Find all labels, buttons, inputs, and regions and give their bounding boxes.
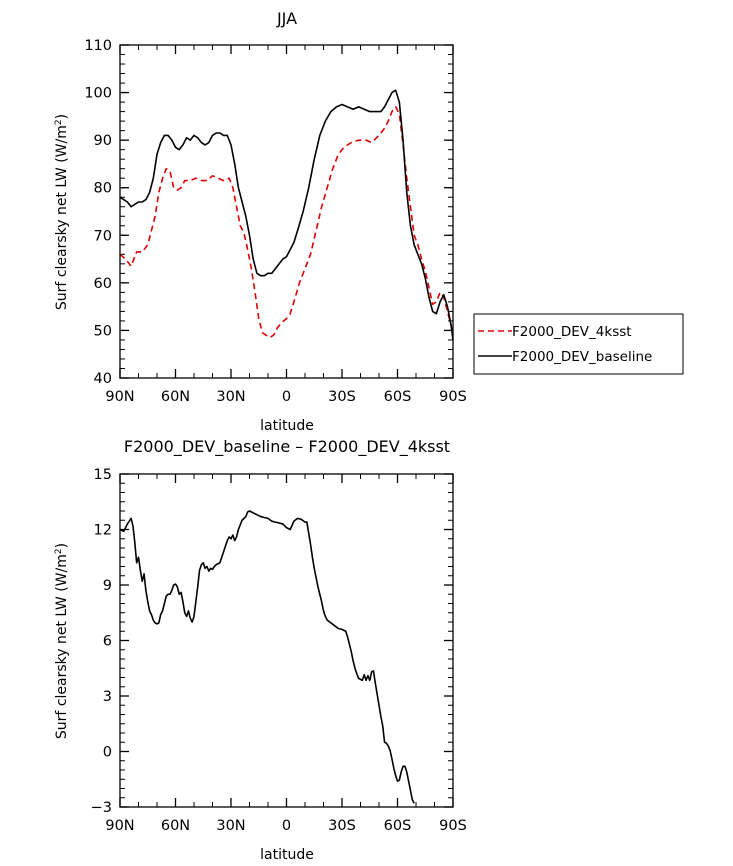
bottom-panel-title: F2000_DEV_baseline – F2000_DEV_4ksst: [124, 437, 450, 457]
top-x-tick-label: 0: [282, 389, 291, 405]
series-line-difference: [119, 510, 415, 804]
legend: F2000_DEV_4ksst F2000_DEV_baseline: [473, 313, 684, 375]
legend-label-4ksst: F2000_DEV_4ksst: [512, 324, 632, 340]
top-y-tick-label: 50: [94, 323, 112, 339]
bottom-y-axis-label: Surf clearsky net LW (W/m2): [54, 543, 70, 739]
bottom-x-tick-label: 60N: [161, 818, 190, 834]
top-series: [119, 89, 454, 341]
top-x-tick-label: 30S: [328, 389, 356, 405]
top-y-axis-label-main: Surf clearsky net LW (W/m: [54, 125, 70, 310]
legend-box: [473, 313, 684, 375]
bottom-x-axis-label: latitude: [260, 847, 314, 863]
bottom-y-axis-label-main: Surf clearsky net LW (W/m: [54, 554, 70, 739]
bottom-x-tick-label: 0: [282, 818, 291, 834]
top-y-tick-label: 100: [84, 86, 112, 102]
top-x-tick-label: 60S: [384, 389, 412, 405]
bottom-x-tick-label: 30N: [216, 818, 245, 834]
bottom-plot-frame: [119, 473, 454, 808]
bottom-panel: F2000_DEV_baseline – F2000_DEV_4ksst −3 0…: [54, 437, 467, 863]
bottom-x-tick-label: 90N: [105, 818, 134, 834]
bottom-y-axis-label-sup: 2: [54, 548, 64, 554]
top-panel: JJA 40 50 60 70 80 90 100 110 90N 60N 30N 0 30S 60S 90…: [54, 9, 467, 434]
top-y-tick-label: 80: [94, 181, 112, 197]
bottom-series: [119, 510, 415, 804]
top-x-tick-label: 30N: [216, 389, 245, 405]
top-y-axis-label-sup: 2: [54, 119, 64, 125]
top-x-tick-label: 60N: [161, 389, 190, 405]
bottom-y-axis-label-tail: ): [54, 543, 70, 548]
top-y-axis-label-tail: ): [54, 114, 70, 119]
bottom-y-tick-label: 0: [103, 745, 112, 761]
series-line-f2000-dev-4ksst: [119, 106, 454, 339]
top-y-tick-label: 40: [94, 371, 112, 387]
bottom-x-tick-label: 60S: [384, 818, 412, 834]
bottom-y-tick-label: 3: [103, 689, 112, 705]
top-x-axis-label: latitude: [260, 418, 314, 434]
top-plot-frame: [119, 44, 454, 379]
top-x-tick-label: 90S: [439, 389, 467, 405]
top-panel-title: JJA: [276, 9, 297, 28]
top-ticks: [119, 44, 454, 379]
top-y-tick-label: 90: [94, 133, 112, 149]
bottom-tick-labels: −3 0 3 6 9 12 15 90N 60N 30N 0 30S 60S 90S: [91, 467, 467, 834]
top-y-axis-label: Surf clearsky net LW (W/m2): [54, 114, 70, 310]
bottom-ticks: [119, 473, 454, 808]
top-y-tick-label: 60: [94, 276, 112, 292]
bottom-y-tick-label: 12: [94, 523, 112, 539]
top-x-tick-label: 90N: [105, 389, 134, 405]
bottom-x-tick-label: 90S: [439, 818, 467, 834]
bottom-x-tick-label: 30S: [328, 818, 356, 834]
bottom-y-tick-label: 9: [103, 578, 112, 594]
bottom-y-tick-label: 6: [103, 634, 112, 650]
top-y-tick-label: 110: [84, 38, 112, 54]
bottom-y-tick-label: 15: [94, 467, 112, 483]
legend-label-baseline: F2000_DEV_baseline: [512, 349, 652, 365]
top-tick-labels: 40 50 60 70 80 90 100 110 90N 60N 30N 0 30S 60S 90S: [84, 38, 467, 405]
top-y-tick-label: 70: [94, 228, 112, 244]
bottom-y-tick-label: −3: [91, 800, 112, 816]
series-line-f2000-dev-baseline: [119, 89, 454, 341]
